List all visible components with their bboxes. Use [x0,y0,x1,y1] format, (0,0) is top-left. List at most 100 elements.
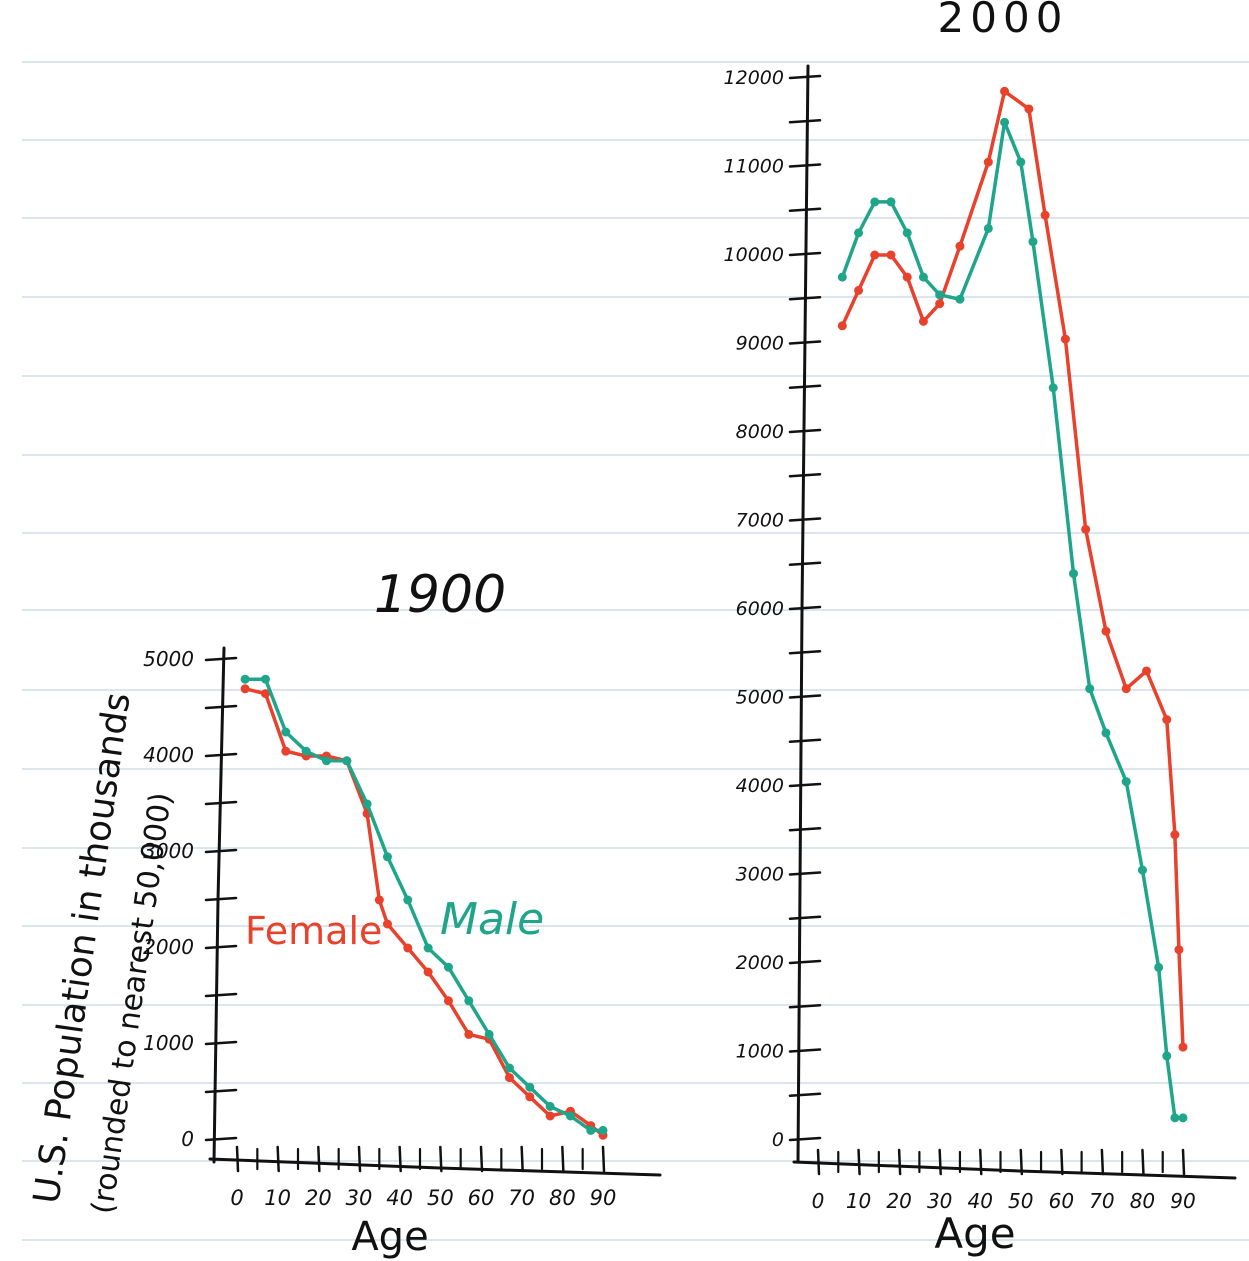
data-point-female [1024,104,1034,114]
data-point-female [1170,830,1180,840]
data-point-female [955,241,965,251]
data-point-male [1154,962,1164,972]
data-point-male [260,674,270,684]
x-tick [1141,1148,1145,1176]
x-tick-label: 50 [1008,1189,1033,1213]
y-tick [788,605,822,611]
data-point-female [1081,524,1091,534]
data-point-female [1174,945,1184,955]
data-point-female [240,684,250,694]
y-tick-label: 1000 [143,1031,194,1055]
y-tick [788,74,822,80]
y-minor-tick [788,119,822,124]
y-tick-label: 7000 [736,510,784,532]
y-tick [204,848,238,854]
x-tick-label: 90 [1170,1189,1195,1213]
data-point-male [586,1125,596,1135]
data-point-male [1101,728,1111,738]
data-point-male [854,228,864,238]
data-point-male [886,197,896,207]
data-point-female [545,1111,555,1121]
x-tick-label: 30 [927,1189,952,1213]
y-tick-label: 3000 [736,864,784,886]
x-tick-label: 0 [230,1186,243,1210]
data-point-female [382,919,392,929]
x-tick [398,1145,402,1173]
x-tick [317,1145,321,1173]
data-point-female [403,943,413,953]
y-tick-label: 4000 [143,743,194,767]
data-point-female [1040,210,1050,220]
x-tick [897,1148,902,1176]
legend-male-label: Male [440,894,544,945]
data-point-male [321,756,331,766]
data-point-male [240,674,250,684]
data-point-female [837,321,847,331]
chart-1900-title: 1900 [374,565,506,625]
data-point-male [1137,865,1147,875]
data-point-female [374,895,384,905]
legend-female-label: Female [245,909,382,953]
data-point-male [382,852,392,862]
y-tick [788,782,822,788]
data-point-male [484,1029,494,1039]
data-point-male [837,272,847,282]
x-tick [1019,1148,1024,1176]
data-point-male [565,1111,575,1121]
chart-1900-xlabel: Age [351,1214,428,1260]
y-tick [204,1136,238,1142]
y-tick-label: 6000 [736,598,784,620]
data-point-female [983,157,993,167]
y-tick [788,340,822,345]
data-point-male [362,799,372,809]
x-tick-label: 20 [305,1186,332,1210]
series-line-male [840,120,1185,1120]
x-tick-label: 0 [812,1189,825,1213]
data-point-female [935,299,945,309]
x-tick [1100,1148,1105,1176]
data-point-female [854,285,864,295]
data-point-female [525,1092,535,1102]
data-point-male [281,727,291,737]
y-axis-line [212,646,226,1164]
data-point-male [1121,777,1131,787]
y-tick [788,163,822,168]
y-tick-label: 2000 [736,952,784,974]
data-point-male [902,228,912,238]
y-minor-tick [204,704,238,710]
x-tick [357,1145,362,1173]
x-tick [978,1148,983,1176]
y-tick [788,694,822,699]
y-axis-line [796,64,810,1164]
data-point-female [1060,334,1070,344]
x-tick [938,1148,942,1176]
data-point-male [1170,1113,1180,1123]
y-tick-label: 5000 [143,647,194,671]
x-tick-label: 60 [468,1186,495,1210]
chart-1900: 1900 0 1000 2000 3000 4000 5000 0 10 20 30 40 50 60 7… [143,565,662,1260]
x-tick-label: 10 [846,1189,871,1213]
x-tick [479,1145,484,1173]
y-tick [788,959,822,965]
x-tick-label: 10 [264,1186,291,1210]
x-tick-label: 70 [1089,1189,1114,1213]
y-minor-tick [788,827,822,832]
data-point-male [504,1063,514,1073]
y-tick-label: 12000 [724,67,784,89]
y-tick-label: 1000 [736,1041,784,1063]
y-tick-label: 0 [772,1129,784,1151]
y-tick-label: 0 [181,1127,194,1151]
data-point-female [260,689,270,699]
x-tick [439,1145,443,1173]
x-tick [520,1145,524,1173]
data-point-female [1142,666,1151,676]
data-point-male [1048,383,1058,393]
y-tick-label: 8000 [736,421,784,443]
y-tick-label: 3000 [143,839,194,863]
data-point-male [342,756,352,766]
data-point-male [403,895,413,905]
data-point-female [504,1073,514,1083]
data-point-male [983,223,993,233]
x-tick-label: 70 [508,1186,535,1210]
